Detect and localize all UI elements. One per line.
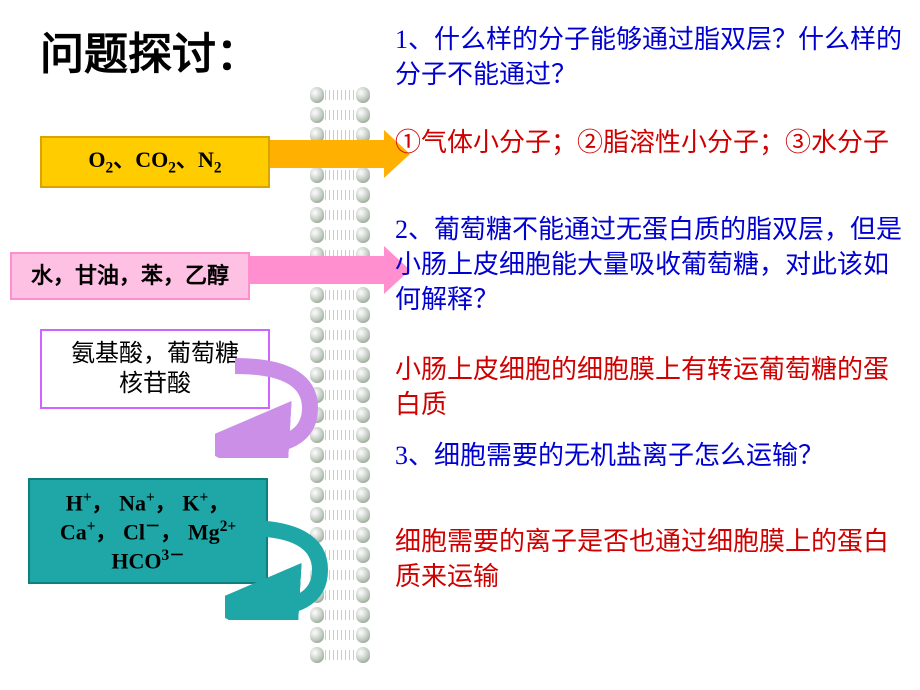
- box-solvents: 水，甘油，苯，乙醇: [10, 252, 250, 300]
- page-title: 问题探讨：: [40, 18, 260, 82]
- lipid-row: [310, 625, 370, 645]
- arrow-pass-solvents: [250, 256, 410, 284]
- lipid-row: [310, 285, 370, 305]
- arrow-bounce-large-molecules: [215, 348, 325, 458]
- lipid-row: [310, 325, 370, 345]
- question-3: 3、细胞需要的无机盐离子怎么运输？: [395, 438, 905, 473]
- lipid-row: [310, 645, 370, 665]
- lipid-row: [310, 85, 370, 105]
- lipid-row: [310, 205, 370, 225]
- question-1: 1、什么样的分子能够通过脂双层？什么样的分子不能通过？: [395, 22, 905, 92]
- lipid-row: [310, 165, 370, 185]
- arrow-pass-gases: [270, 140, 410, 168]
- lipid-row: [310, 225, 370, 245]
- question-2: 2、葡萄糖不能通过无蛋白质的脂双层，但是小肠上皮细胞能大量吸收葡萄糖，对此该如何…: [395, 212, 905, 317]
- lipid-row: [310, 485, 370, 505]
- answer-2: 小肠上皮细胞的细胞膜上有转运葡萄糖的蛋白质: [395, 352, 905, 422]
- lipid-row: [310, 465, 370, 485]
- lipid-row: [310, 105, 370, 125]
- arrow-bounce-ions: [225, 510, 335, 620]
- answer-3: 细胞需要的离子是否也通过细胞膜上的蛋白质来运输: [395, 524, 905, 594]
- lipid-row: [310, 305, 370, 325]
- box-gases: O2、CO2、N2: [40, 136, 270, 188]
- answer-1: ①气体小分子；②脂溶性小分子；③水分子: [395, 125, 905, 160]
- lipid-row: [310, 185, 370, 205]
